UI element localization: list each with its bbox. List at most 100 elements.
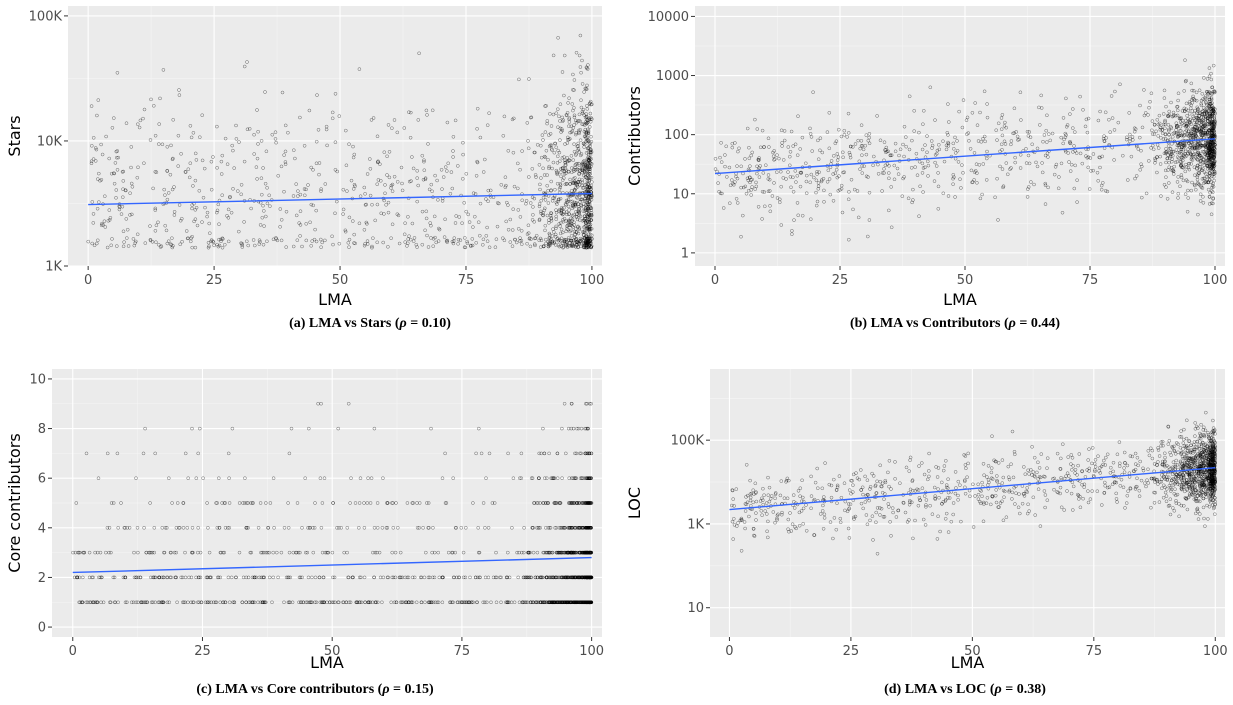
data-point [559, 170, 563, 175]
data-point [549, 188, 553, 192]
data-point [426, 245, 431, 249]
data-point [383, 183, 387, 187]
data-point [1110, 116, 1115, 120]
data-point [100, 221, 104, 226]
data-point [587, 199, 592, 203]
data-point [309, 244, 313, 248]
data-point [449, 170, 454, 174]
data-point [958, 177, 962, 181]
data-point [880, 171, 885, 175]
data-point [585, 67, 590, 71]
data-point [469, 244, 473, 248]
data-point [550, 241, 555, 245]
data-point [375, 202, 380, 207]
data-point [220, 153, 225, 158]
data-point [375, 182, 379, 186]
data-point [565, 141, 570, 145]
caption-prefix: (b) LMA vs Contributors ( [850, 316, 1009, 331]
data-point [451, 155, 455, 159]
data-point [875, 114, 879, 118]
data-point [525, 241, 529, 246]
data-point [219, 172, 224, 176]
data-point [439, 168, 444, 172]
data-point [552, 196, 557, 200]
data-point [588, 111, 593, 116]
data-point [91, 136, 96, 140]
data-point [1195, 157, 1199, 161]
data-point [585, 220, 590, 224]
data-point [352, 182, 357, 187]
data-point [478, 201, 483, 206]
data-point [575, 167, 580, 172]
data-point [453, 221, 458, 225]
data-point [408, 135, 413, 140]
data-point [1190, 88, 1194, 93]
data-point [556, 154, 560, 159]
data-point [116, 155, 120, 160]
data-point [589, 208, 593, 213]
data-point [420, 153, 425, 158]
data-point [211, 155, 215, 159]
data-point [109, 243, 113, 248]
data-point [575, 183, 579, 187]
data-point [274, 236, 278, 240]
data-point [541, 195, 546, 200]
data-point [333, 140, 338, 144]
data-point [578, 197, 583, 202]
data-point [317, 161, 322, 165]
data-point [554, 224, 558, 229]
data-point [548, 132, 553, 136]
data-point [572, 229, 577, 234]
data-point [582, 145, 586, 149]
data-point [261, 166, 265, 170]
data-point [571, 204, 575, 208]
data-point [582, 218, 586, 222]
data-point [105, 245, 110, 250]
data-point [549, 216, 554, 220]
data-point [562, 238, 566, 243]
data-point [589, 218, 594, 222]
data-point [389, 183, 394, 188]
data-point [569, 234, 574, 238]
data-point [280, 90, 285, 95]
data-point [294, 213, 299, 218]
data-point [466, 212, 470, 217]
data-point [106, 219, 111, 223]
y-tick-label: 10K [37, 134, 63, 149]
data-point [300, 244, 304, 249]
data-point [560, 156, 565, 160]
data-point [460, 221, 464, 225]
data-point [569, 154, 574, 158]
data-point [581, 141, 586, 146]
data-point [587, 167, 592, 172]
data-point [223, 242, 227, 247]
data-point [253, 243, 257, 248]
data-point [411, 239, 416, 243]
data-point [341, 207, 346, 212]
data-point [567, 120, 572, 124]
data-point [589, 245, 594, 250]
data-point [588, 153, 593, 157]
data-point [153, 206, 158, 211]
data-point [476, 220, 481, 224]
data-point [1183, 58, 1187, 62]
data-point [516, 186, 520, 191]
data-point [347, 237, 352, 242]
data-point [344, 163, 349, 168]
data-point [580, 82, 585, 86]
data-point [242, 64, 247, 69]
data-point [125, 236, 129, 240]
data-point [378, 162, 382, 166]
data-point [203, 205, 207, 210]
data-point [473, 214, 477, 219]
data-point [539, 143, 543, 148]
data-point [400, 188, 405, 193]
data-point [424, 108, 429, 113]
data-point [531, 213, 535, 217]
data-point [567, 208, 571, 212]
data-point [587, 185, 592, 190]
data-point [585, 169, 590, 173]
data-point [475, 159, 479, 164]
data-point [564, 229, 568, 234]
data-point [245, 127, 250, 132]
